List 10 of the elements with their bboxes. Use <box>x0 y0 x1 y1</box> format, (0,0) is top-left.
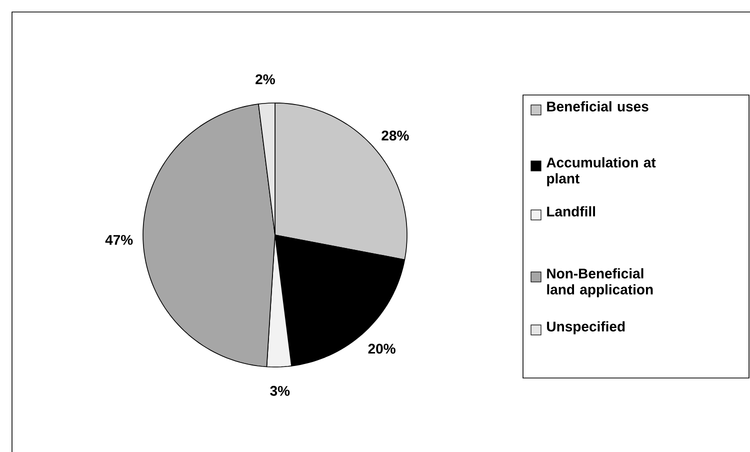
data-label: 3% <box>270 386 290 396</box>
data-label: 47% <box>105 234 133 245</box>
legend-label: Landfill <box>547 206 595 216</box>
data-label: 20% <box>368 344 396 354</box>
legend-label: Non-Beneficial land application <box>547 268 653 298</box>
legend-label: Unspecified <box>547 321 625 334</box>
data-label: 2% <box>256 74 275 84</box>
data-label: 28% <box>382 130 409 141</box>
legend-label: Beneficial uses <box>547 101 648 112</box>
legend-label: Accumulation at plant <box>546 157 656 186</box>
